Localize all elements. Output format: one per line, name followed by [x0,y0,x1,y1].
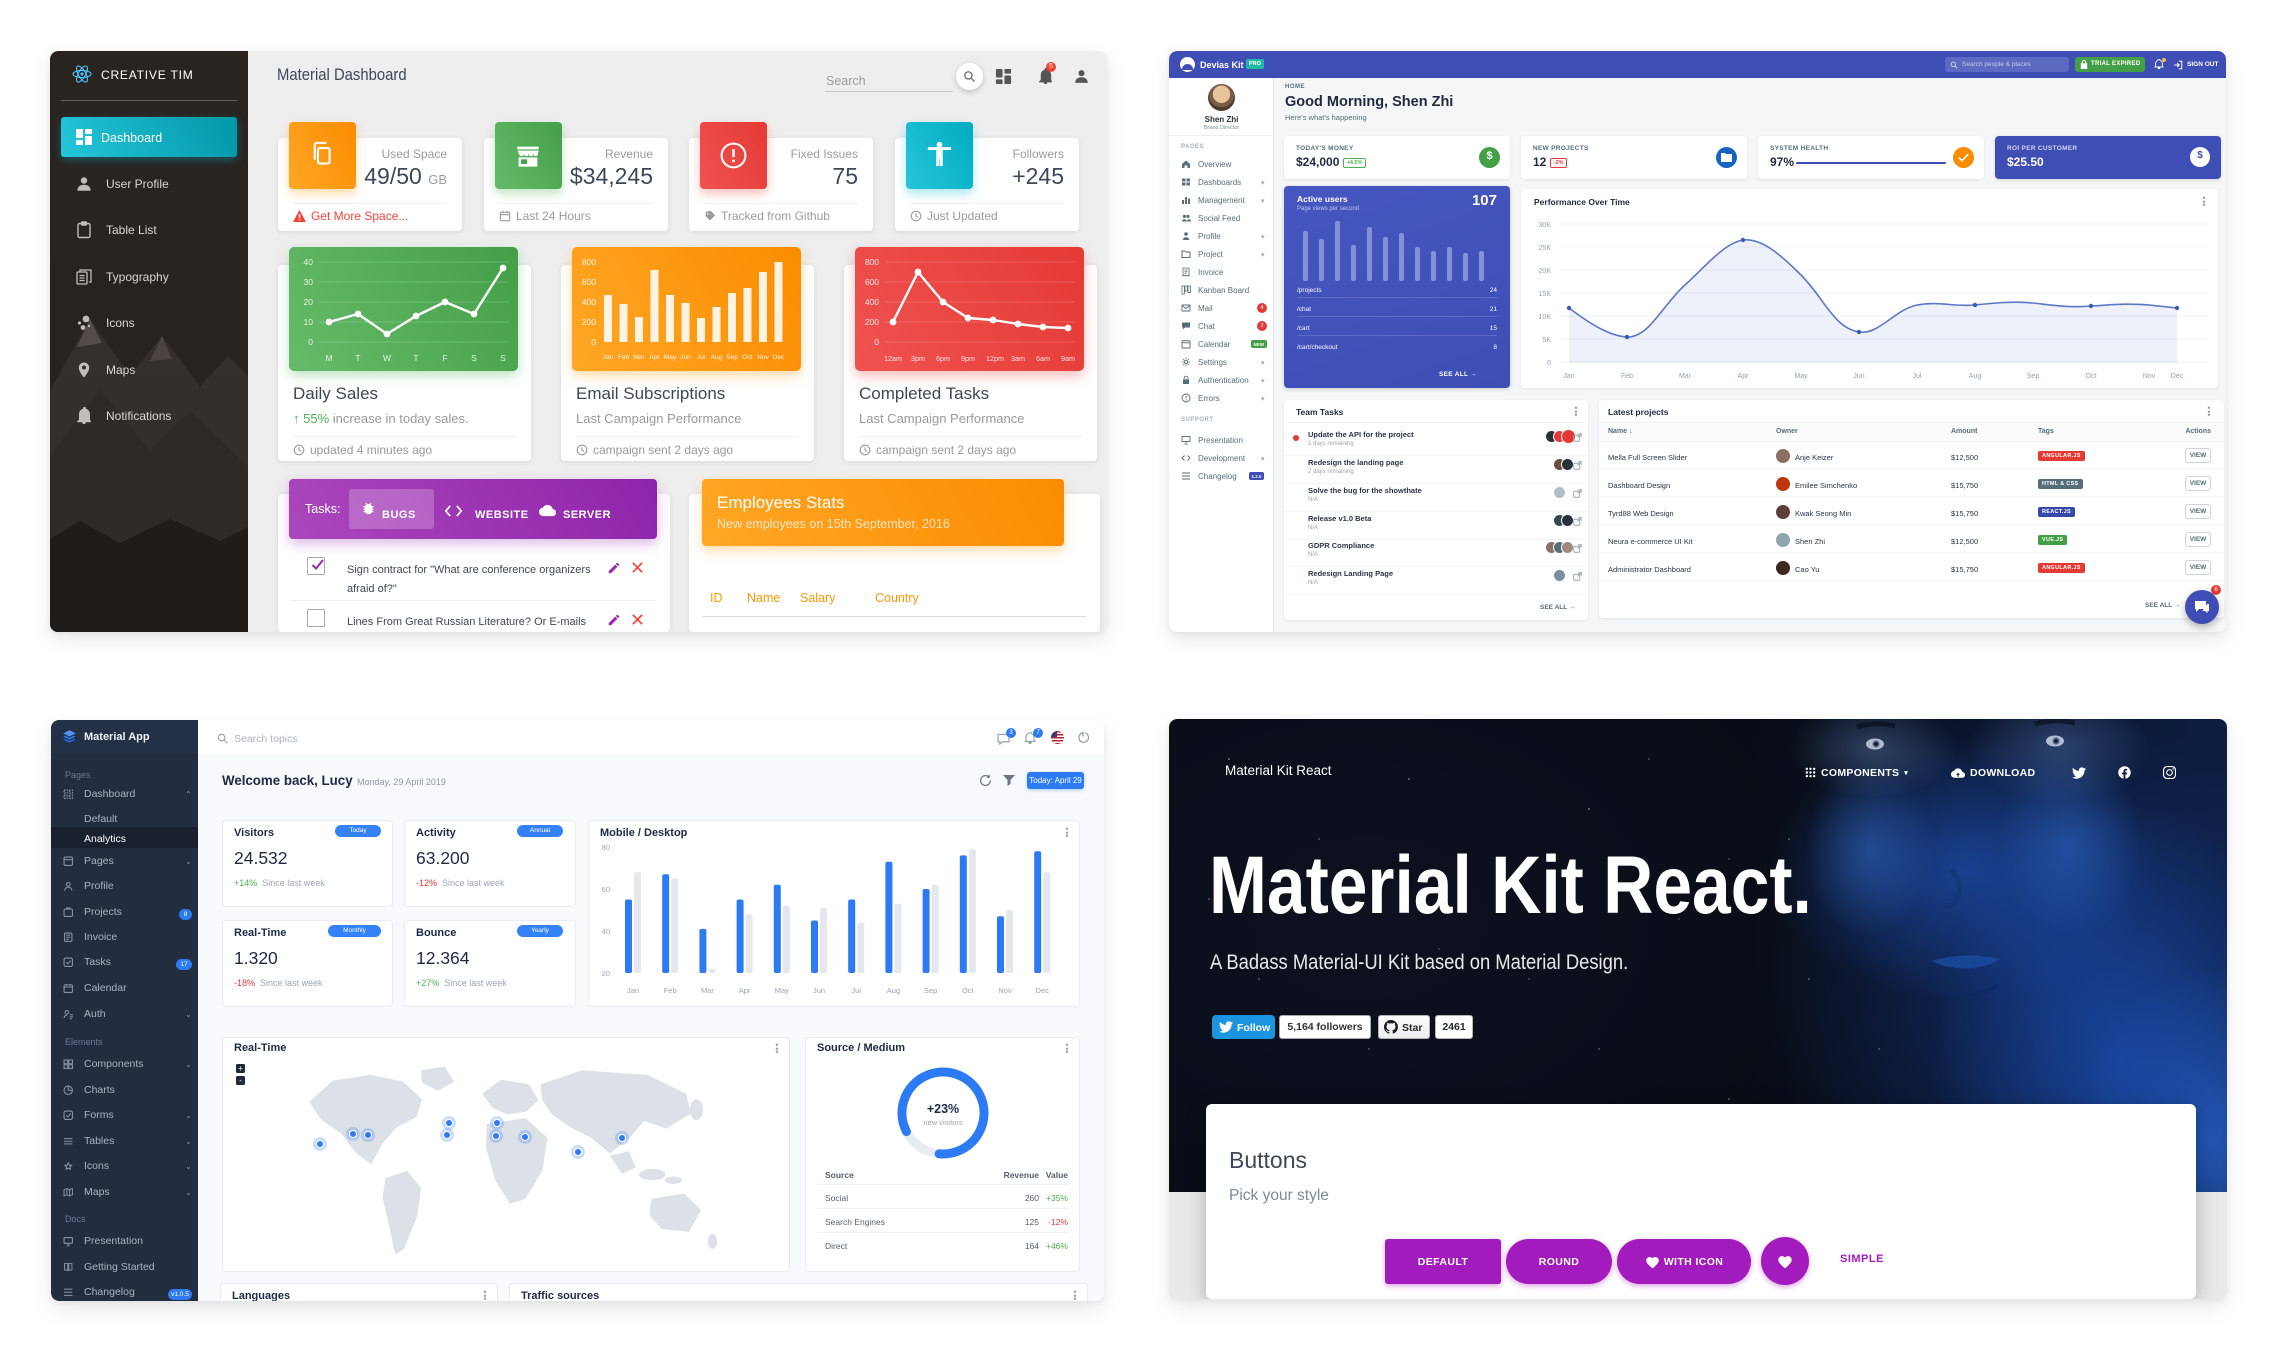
svg-text:Nov: Nov [2143,373,2156,380]
svg-text:10: 10 [304,317,314,327]
svg-text:Feb: Feb [1621,373,1633,380]
svg-text:200: 200 [582,317,596,327]
svg-text:T: T [355,353,360,363]
svg-text:0: 0 [591,337,596,347]
svg-text:Nov: Nov [757,354,769,361]
svg-text:800: 800 [582,257,596,267]
svg-text:W: W [383,353,391,363]
svg-text:600: 600 [865,277,879,287]
svg-text:400: 400 [865,297,879,307]
svg-text:Sep: Sep [726,354,738,361]
svg-text:Jan: Jan [603,354,614,361]
svg-text:Apr: Apr [739,986,751,995]
svg-text:Jan: Jan [627,986,639,995]
svg-text:600: 600 [582,277,596,287]
svg-text:Oct: Oct [742,354,752,361]
svg-text:May: May [1794,373,1808,380]
svg-text:20: 20 [602,969,610,978]
svg-text:9pm: 9pm [961,354,975,363]
svg-text:40: 40 [304,257,314,267]
svg-text:5K: 5K [1542,337,1551,344]
svg-text:Sep: Sep [2027,373,2040,380]
svg-text:80: 80 [602,843,610,852]
svg-text:Aug: Aug [1969,373,1982,380]
svg-text:Jun: Jun [680,354,691,361]
svg-text:3am: 3am [1011,354,1025,363]
svg-text:0: 0 [874,337,879,347]
svg-text:Jul: Jul [851,986,861,995]
svg-text:Dec: Dec [773,354,785,361]
svg-text:Jan: Jan [1563,373,1574,380]
svg-text:S: S [500,353,506,363]
svg-text:Jul: Jul [1913,373,1922,380]
svg-text:12am: 12am [884,354,902,363]
svg-text:Mar: Mar [701,986,714,995]
svg-text:May: May [664,354,677,361]
svg-text:Mar: Mar [1679,373,1692,380]
svg-text:Aug: Aug [887,986,900,995]
svg-text:0: 0 [308,337,313,347]
svg-text:25K: 25K [1539,245,1552,252]
svg-text:Feb: Feb [664,986,677,995]
svg-text:Jun: Jun [813,986,825,995]
svg-text:Nov: Nov [998,986,1012,995]
svg-text:Dec: Dec [2171,373,2184,380]
svg-text:20: 20 [304,297,314,307]
svg-text:Jul: Jul [697,354,706,361]
svg-text:Apr: Apr [1738,373,1750,380]
svg-text:F: F [442,353,447,363]
svg-text:15K: 15K [1539,291,1552,298]
svg-text:3pm: 3pm [911,354,925,363]
svg-text:9am: 9am [1061,354,1075,363]
svg-text:12pm: 12pm [986,354,1004,363]
svg-text:0: 0 [1547,360,1551,367]
svg-text:6am: 6am [1036,354,1050,363]
svg-text:Mar: Mar [633,354,645,361]
svg-text:Oct: Oct [962,986,975,995]
svg-text:6pm: 6pm [936,354,950,363]
svg-text:Aug: Aug [711,354,723,361]
svg-text:10K: 10K [1539,314,1552,321]
svg-text:200: 200 [865,317,879,327]
svg-text:Feb: Feb [618,354,630,361]
svg-text:S: S [471,353,477,363]
svg-text:Sep: Sep [924,986,937,995]
svg-text:400: 400 [582,297,596,307]
svg-text:40: 40 [602,927,610,936]
svg-text:60: 60 [602,885,610,894]
svg-text:T: T [413,353,418,363]
svg-text:20K: 20K [1539,268,1552,275]
svg-text:Jun: Jun [1853,373,1864,380]
svg-text:800: 800 [865,257,879,267]
svg-text:May: May [775,986,789,995]
svg-text:30K: 30K [1539,222,1552,229]
svg-text:30: 30 [304,277,314,287]
svg-text:Dec: Dec [1036,986,1050,995]
svg-text:Apr: Apr [649,354,660,361]
svg-text:Oct: Oct [2086,373,2097,380]
svg-text:M: M [325,353,332,363]
